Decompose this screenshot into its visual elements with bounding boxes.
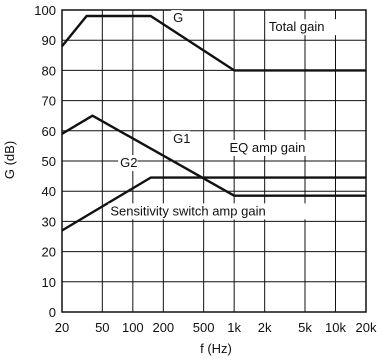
x-axis-label: f (Hz) bbox=[200, 341, 232, 356]
annotation-label: G1 bbox=[173, 131, 190, 146]
annotation-label: Total gain bbox=[269, 19, 325, 34]
annotation-label: G2 bbox=[120, 155, 137, 170]
x-tick-label: 200 bbox=[152, 320, 174, 335]
annotation-label: G bbox=[173, 10, 183, 25]
annotation-bg bbox=[227, 139, 316, 156]
x-tick-label: 100 bbox=[122, 320, 144, 335]
annotation-bg bbox=[171, 130, 191, 147]
annotation-bg bbox=[171, 10, 183, 27]
annotation-bg bbox=[118, 155, 138, 172]
y-tick-label: 30 bbox=[42, 214, 56, 229]
y-tick-label: 100 bbox=[34, 3, 56, 18]
series-line-3 bbox=[61, 176, 366, 232]
x-tick-label: 2k bbox=[258, 320, 272, 335]
y-tick-label: 90 bbox=[42, 33, 56, 48]
y-tick-label: 80 bbox=[42, 63, 56, 78]
annotation-bg bbox=[108, 203, 318, 220]
x-tick-label: 20k bbox=[356, 320, 377, 335]
series-line-2 bbox=[61, 114, 366, 197]
annotations: G Total gain G1 EQ amp gain G2 Sensitivity sw… bbox=[108, 10, 347, 220]
y-axis-label: G (dB) bbox=[2, 141, 17, 179]
x-tick-label: 5k bbox=[298, 320, 312, 335]
plot-frame bbox=[61, 9, 367, 313]
x-tick-label: 20 bbox=[55, 320, 69, 335]
y-tick-label: 60 bbox=[42, 124, 56, 139]
y-tick-label: 0 bbox=[49, 305, 56, 320]
annotation-label: Sensitivity switch amp gain bbox=[110, 203, 265, 218]
x-tick-label: 1k bbox=[227, 320, 241, 335]
x-tick-label: 50 bbox=[95, 320, 109, 335]
series-line-1 bbox=[61, 14, 366, 72]
y-tick-label: 10 bbox=[42, 275, 56, 290]
y-tick-label: 40 bbox=[42, 184, 56, 199]
x-tick-label: 10k bbox=[325, 320, 346, 335]
annotation-bg bbox=[266, 19, 347, 36]
y-tick-label: 20 bbox=[42, 245, 56, 260]
annotation-label: EQ amp gain bbox=[230, 140, 306, 155]
series-group bbox=[61, 14, 366, 232]
grid bbox=[61, 9, 367, 313]
y-tick-label: 50 bbox=[42, 154, 56, 169]
tick-labels: 0 10 20 30 40 50 60 70 80 90 100 20 50 100 200 500 1k 2k 5… bbox=[34, 3, 377, 335]
y-tick-label: 70 bbox=[42, 94, 56, 109]
x-tick-label: 500 bbox=[193, 320, 215, 335]
